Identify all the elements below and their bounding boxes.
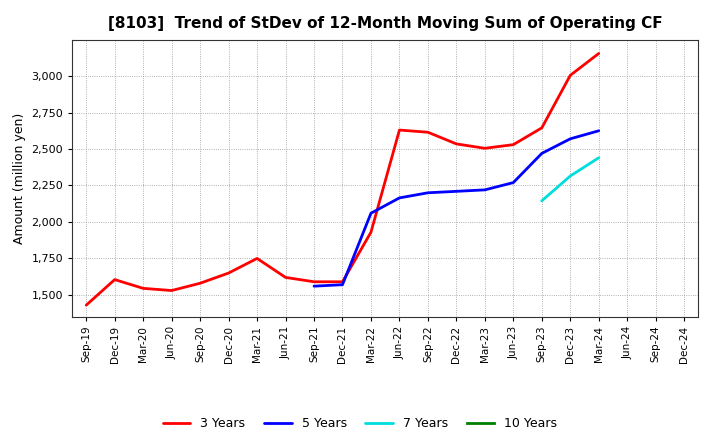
3 Years bbox=[253, 256, 261, 261]
Y-axis label: Amount (million yen): Amount (million yen) bbox=[13, 113, 26, 244]
5 Years bbox=[566, 136, 575, 141]
3 Years bbox=[110, 277, 119, 282]
3 Years bbox=[196, 281, 204, 286]
5 Years bbox=[452, 189, 461, 194]
3 Years bbox=[480, 146, 489, 151]
5 Years bbox=[395, 195, 404, 201]
3 Years bbox=[139, 286, 148, 291]
3 Years bbox=[167, 288, 176, 293]
3 Years bbox=[452, 141, 461, 147]
Line: 7 Years: 7 Years bbox=[541, 158, 599, 201]
5 Years bbox=[423, 190, 432, 195]
3 Years bbox=[509, 142, 518, 147]
3 Years bbox=[595, 51, 603, 56]
5 Years bbox=[595, 128, 603, 133]
3 Years bbox=[82, 302, 91, 308]
7 Years bbox=[537, 198, 546, 203]
5 Years bbox=[338, 282, 347, 287]
5 Years bbox=[509, 180, 518, 185]
3 Years bbox=[366, 230, 375, 235]
3 Years bbox=[282, 275, 290, 280]
7 Years bbox=[566, 173, 575, 179]
3 Years bbox=[423, 130, 432, 135]
5 Years bbox=[480, 187, 489, 193]
3 Years bbox=[310, 279, 318, 284]
3 Years bbox=[395, 128, 404, 133]
5 Years bbox=[537, 151, 546, 156]
7 Years bbox=[595, 155, 603, 161]
3 Years bbox=[537, 125, 546, 131]
5 Years bbox=[366, 211, 375, 216]
3 Years bbox=[566, 73, 575, 78]
3 Years bbox=[338, 279, 347, 284]
Line: 3 Years: 3 Years bbox=[86, 53, 599, 305]
5 Years bbox=[310, 283, 318, 289]
Line: 5 Years: 5 Years bbox=[314, 131, 599, 286]
Title: [8103]  Trend of StDev of 12-Month Moving Sum of Operating CF: [8103] Trend of StDev of 12-Month Moving… bbox=[108, 16, 662, 32]
Legend: 3 Years, 5 Years, 7 Years, 10 Years: 3 Years, 5 Years, 7 Years, 10 Years bbox=[159, 413, 561, 434]
3 Years bbox=[225, 271, 233, 276]
